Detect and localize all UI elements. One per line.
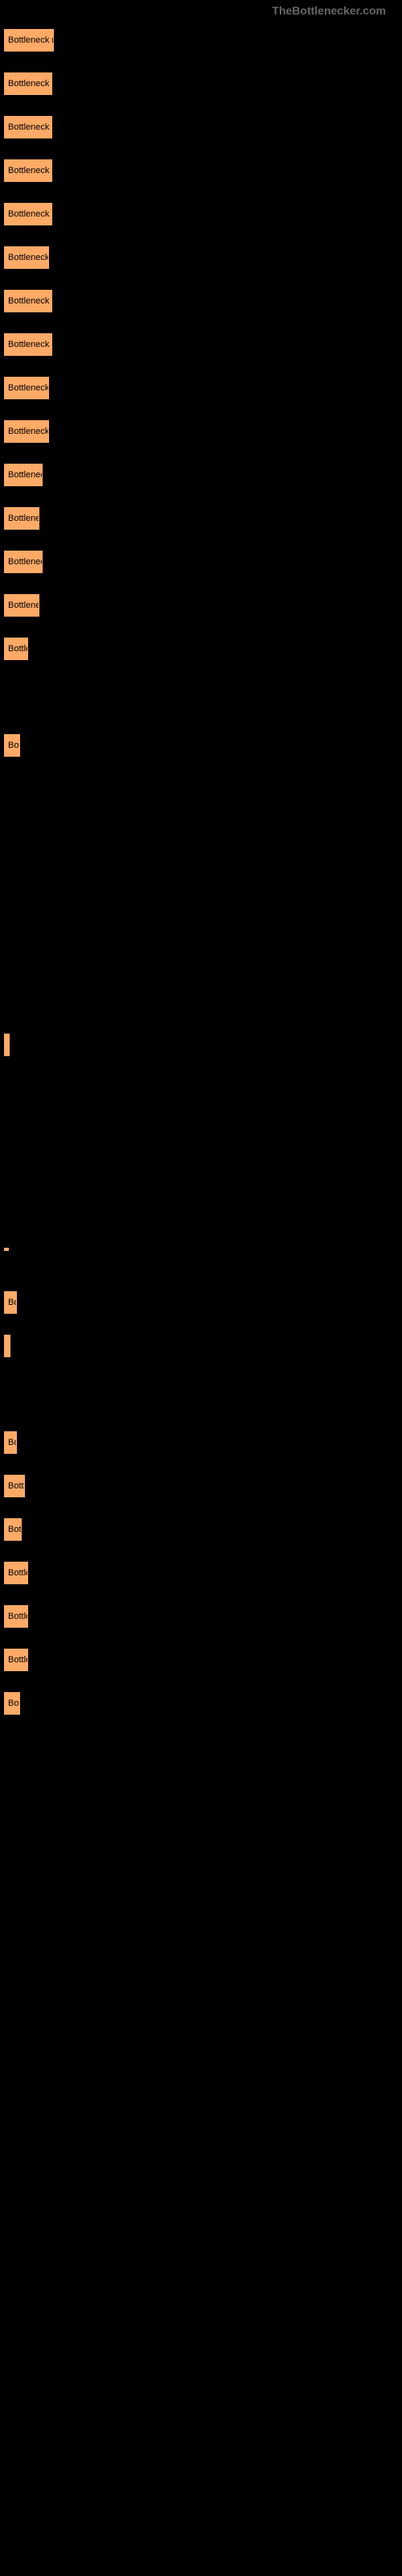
bar: Bottle [4,1649,28,1671]
bar-row: Bo [4,1291,398,1314]
bar-row [4,1248,398,1270]
bar-row: Bottleneck re [4,290,398,312]
bar [4,1248,9,1251]
bar: Bottleneck re [4,72,52,95]
bar: Bottleneck [4,464,43,486]
bar-row: Bottleneck re [4,333,398,356]
bar-row: Bottleneck re [4,159,398,182]
bar: Bottleneck re [4,290,52,312]
bar-row: Bottle [4,1562,398,1584]
bar: Bottl [4,1475,25,1497]
bar-row: Bottle [4,1605,398,1628]
bar: Bottlenec [4,594,39,617]
bar: Bottleneck re [4,159,52,182]
bar-row: Bottle [4,638,398,660]
bar-row [4,1335,398,1357]
bar-row: Bottleneck r [4,246,398,269]
bar: Bottleneck re [4,333,52,356]
bar [4,1335,10,1357]
bar: Bottlenec [4,507,39,530]
bar-row [4,681,398,713]
bar: Bottleneck r [4,377,49,399]
bar-row: Bo [4,1431,398,1454]
bar-row [4,1162,398,1227]
bar: Bottleneck r [4,420,49,443]
bar: Bo [4,1431,17,1454]
bar-row: Bottleneck [4,464,398,486]
bar-row: Bottleneck r [4,377,398,399]
bar-row: Bottleneck r [4,420,398,443]
bar-row: Bottlenec [4,507,398,530]
bar: Bottleneck res [4,29,54,52]
bar: Bottleneck re [4,203,52,225]
bar: Bott [4,1518,22,1541]
logo-text: TheBottlenecker.com [0,0,402,21]
bar: Bottleneck [4,551,43,573]
bar: Bot [4,734,20,757]
bar-row: Bot [4,734,398,757]
bar-row: Bottleneck [4,551,398,573]
bar: Bottleneck re [4,116,52,138]
bar-row: Bottlenec [4,594,398,617]
bar: Bottleneck r [4,246,49,269]
bar: Bottle [4,638,28,660]
bar: Bottle [4,1605,28,1628]
bar-row: Bot [4,1692,398,1715]
bar: Bottle [4,1562,28,1584]
bar: Bot [4,1692,20,1715]
bar-chart: Bottleneck res Bottleneck re Bottleneck re… [0,21,402,1744]
bar-row: Bottle [4,1649,398,1671]
bar [4,1034,10,1056]
bar-row: Bott [4,1518,398,1541]
bar-row: Bottleneck re [4,203,398,225]
bar-row [4,1034,398,1056]
bar-row: Bottleneck re [4,116,398,138]
bar-row: Bottleneck res [4,29,398,52]
bar-row [4,1378,398,1410]
bar-row: Bottleneck re [4,72,398,95]
bar-row: Bottl [4,1475,398,1497]
bar-row [4,1077,398,1141]
bar-row [4,778,398,842]
bar-row [4,948,398,1013]
bar-row [4,863,398,927]
bar: Bo [4,1291,17,1314]
